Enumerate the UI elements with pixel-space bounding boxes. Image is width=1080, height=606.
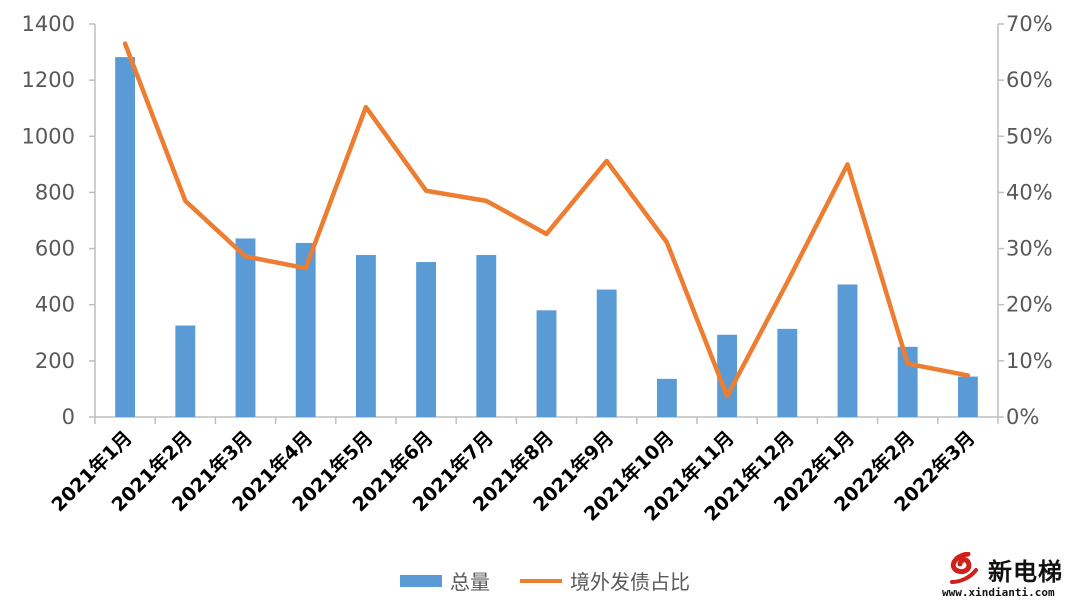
line-point: [906, 362, 909, 365]
left-tick-label: 0: [62, 405, 75, 429]
line-point: [364, 106, 367, 109]
right-tick-label: 20%: [1006, 293, 1053, 317]
bar: [536, 310, 557, 417]
line-point: [665, 241, 668, 244]
bar: [837, 284, 858, 417]
line-point: [786, 281, 789, 284]
line-point: [184, 199, 187, 202]
bar: [476, 255, 497, 417]
line-point: [124, 42, 127, 45]
bar: [596, 289, 617, 417]
bar: [175, 325, 196, 417]
legend-bar-swatch: [400, 574, 442, 587]
bar-series-total: [115, 57, 978, 417]
right-tick-label: 60%: [1006, 68, 1053, 92]
line-point: [425, 189, 428, 192]
bar: [777, 328, 798, 417]
right-tick-label: 70%: [1006, 12, 1053, 36]
line-point: [244, 255, 247, 258]
line-point: [304, 267, 307, 270]
watermark-text: 新电梯: [988, 558, 1063, 586]
left-tick-label: 1200: [22, 68, 75, 92]
legend-label-share: 境外发债占比: [570, 570, 690, 594]
legend: 总量 境外发债占比: [400, 566, 690, 595]
right-tick-label: 50%: [1006, 124, 1053, 148]
line-point: [485, 199, 488, 202]
bar: [957, 376, 978, 417]
left-tick-label: 200: [35, 349, 75, 373]
left-tick-label: 600: [35, 237, 75, 261]
tick-labels: 0 200 400 600 800 1000 1200 1400 0% 10% 20% 30% 40% 5…: [22, 12, 1053, 525]
line-point: [605, 159, 608, 162]
line-point: [726, 395, 729, 398]
watermark-logo-icon: [950, 552, 978, 584]
line-series-overseas-share: [122, 41, 971, 399]
bar: [235, 238, 256, 417]
right-tick-label: 10%: [1006, 349, 1053, 373]
bar: [416, 262, 437, 417]
line-point: [545, 232, 548, 235]
legend-label-total: 总量: [450, 570, 490, 594]
legend-item-share: 境外发债占比: [520, 566, 690, 595]
left-tick-label: 1400: [22, 12, 75, 36]
legend-line-swatch: [520, 578, 562, 583]
line-point: [846, 163, 849, 166]
bar: [115, 57, 136, 417]
right-tick-label: 40%: [1006, 180, 1053, 204]
right-tick-label: 30%: [1006, 237, 1053, 261]
legend-item-total: 总量: [400, 566, 490, 595]
right-tick-label: 0%: [1006, 405, 1039, 429]
bar: [717, 334, 738, 417]
left-tick-label: 400: [35, 293, 75, 317]
left-tick-label: 800: [35, 180, 75, 204]
bar: [355, 255, 376, 417]
left-tick-label: 1000: [22, 124, 75, 148]
watermark-url: www.xindianti.com: [942, 586, 1055, 599]
line-point: [966, 374, 969, 377]
watermark: 新电梯 www.xindianti.com: [940, 550, 1075, 602]
bar: [295, 242, 316, 417]
bar: [656, 378, 677, 417]
